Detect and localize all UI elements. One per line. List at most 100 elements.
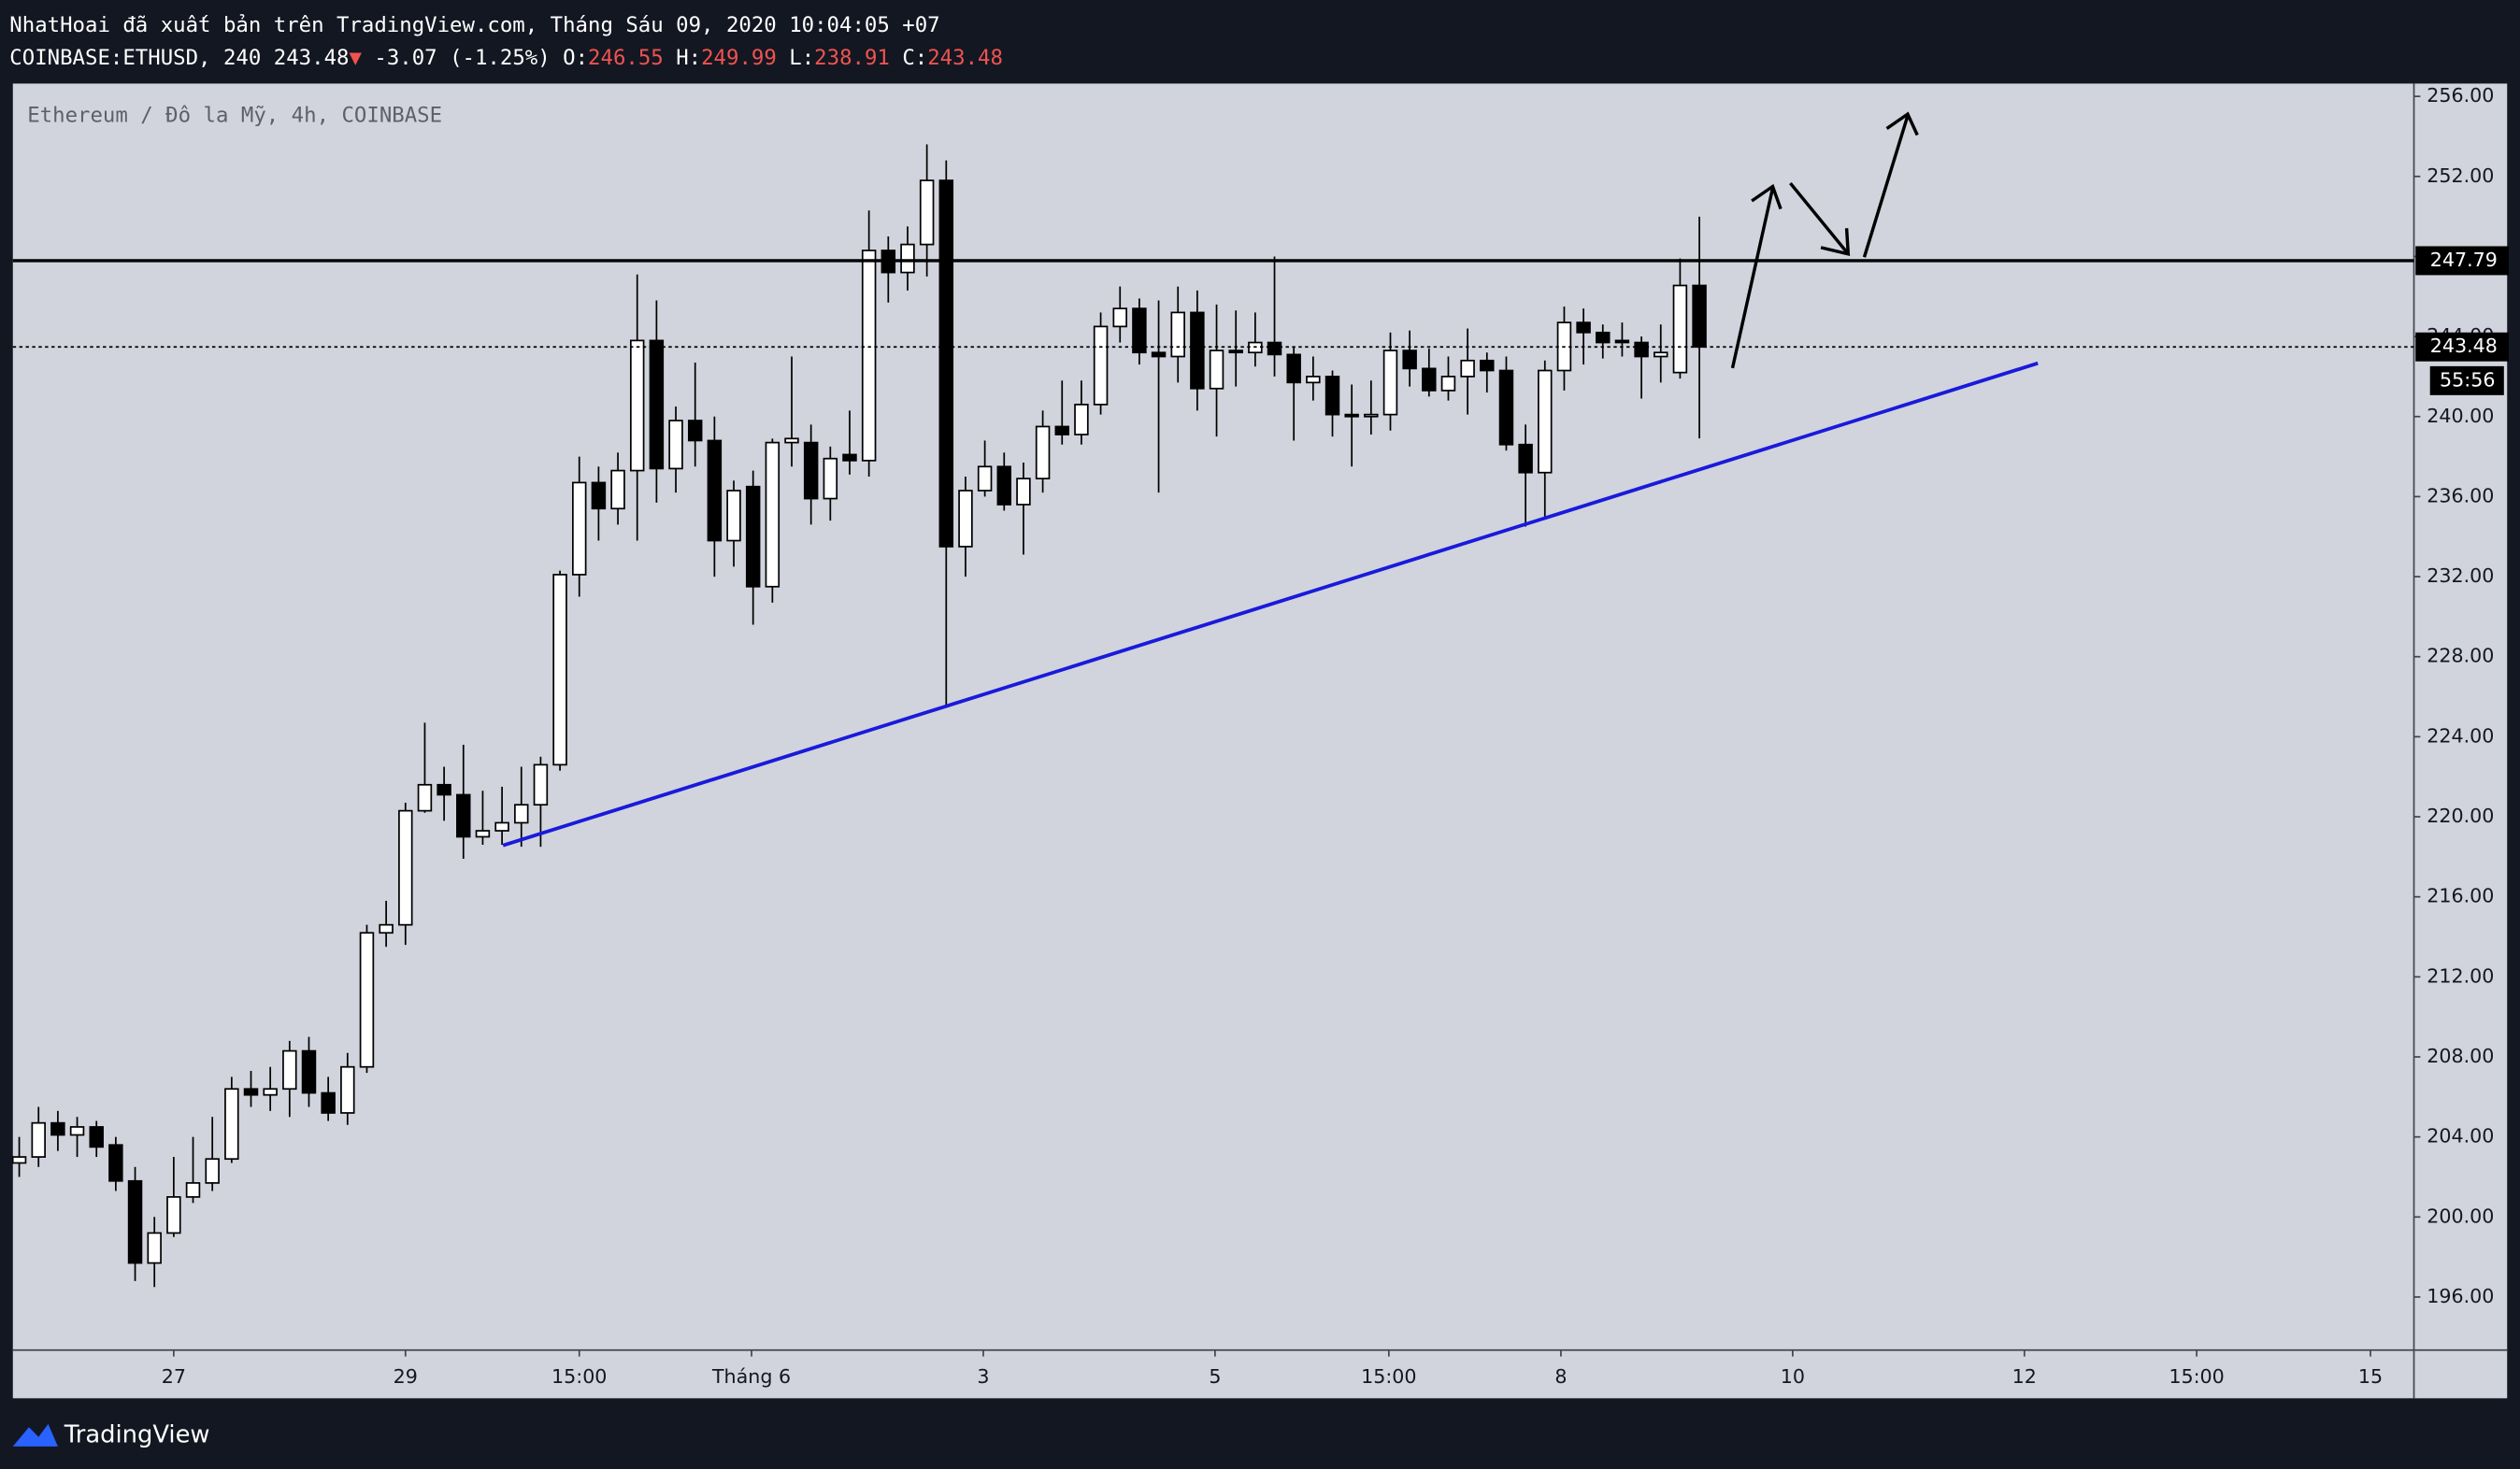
candle-body <box>514 804 529 824</box>
candle-body <box>69 1126 85 1136</box>
candle-body <box>1672 284 1688 374</box>
candle-body <box>1498 369 1514 446</box>
candle-body <box>147 1232 162 1264</box>
candle-body <box>398 809 413 926</box>
logo-mark <box>12 1423 58 1447</box>
x-tick-label: 15:00 <box>2169 1365 2224 1388</box>
candle-body <box>1170 311 1185 358</box>
candle-body <box>263 1088 278 1096</box>
candle-body <box>1190 311 1205 390</box>
brand: TradingView <box>64 1420 210 1448</box>
y-tick-label: 208.00 <box>2427 1045 2494 1067</box>
candle-body <box>823 457 838 500</box>
chart-area <box>12 83 2508 1399</box>
price-label: 243.48 <box>2430 335 2498 357</box>
x-tick-label: 29 <box>394 1365 418 1388</box>
candle-body <box>591 481 607 510</box>
y-tick-label: 256.00 <box>2427 84 2494 107</box>
publisher-line: NhatHoai đã xuất bản trên TradingView.co… <box>9 12 939 37</box>
x-tick-label: 27 <box>162 1365 186 1388</box>
y-tick-label: 236.00 <box>2427 484 2494 506</box>
candle-body <box>977 465 993 492</box>
candle-body <box>494 821 509 832</box>
candle-body <box>629 339 645 472</box>
x-tick-label: 15:00 <box>551 1365 607 1388</box>
candle-body <box>475 830 491 838</box>
candle-body <box>668 420 683 470</box>
arrow <box>1730 183 1783 369</box>
candle-body <box>185 1182 201 1198</box>
candle-body <box>1112 307 1127 328</box>
candle-body <box>996 465 1012 506</box>
candle-body <box>707 439 723 542</box>
candle-body <box>50 1121 65 1136</box>
candle-body <box>1382 349 1398 416</box>
price-label-box <box>2415 332 2509 362</box>
candle-body <box>649 339 665 470</box>
close: 243.48 <box>927 45 1003 69</box>
plot: 196.00 200.00 204.00 208.00 212.00 216.00 220.… <box>11 84 2509 1388</box>
candle-body <box>1596 331 1611 344</box>
x-tick-label: 3 <box>977 1365 989 1388</box>
x-tick-label: 8 <box>1554 1365 1567 1388</box>
candle-body <box>726 490 741 542</box>
y-tick-label: 228.00 <box>2427 645 2494 667</box>
y-tick-label: 216.00 <box>2427 885 2494 907</box>
candle-body <box>861 250 877 462</box>
candle-body <box>1074 404 1089 435</box>
x-tick-label: 12 <box>2012 1365 2037 1388</box>
candle-body <box>127 1179 143 1264</box>
candle-body <box>1480 359 1495 372</box>
candle-body <box>224 1088 239 1161</box>
candle-body <box>745 485 761 588</box>
candle-body <box>243 1088 259 1096</box>
trendline <box>502 361 2039 848</box>
y-tick-label: 224.00 <box>2427 724 2494 747</box>
candle-body <box>456 793 471 838</box>
candle-body <box>166 1196 181 1234</box>
price-label: 247.79 <box>2430 249 2498 271</box>
candle-body <box>1402 349 1417 370</box>
x-tick-label: 15 <box>2358 1365 2383 1388</box>
chart-title: Ethereum / Đô la Mỹ, 4h, COINBASE <box>27 103 442 127</box>
candle-body <box>205 1158 220 1184</box>
candle-body <box>89 1126 104 1148</box>
candle-body <box>1324 376 1340 416</box>
candle-body <box>1422 367 1437 392</box>
candle-body <box>1364 413 1379 418</box>
candle-body <box>610 469 625 510</box>
low: 238.91 <box>814 45 890 69</box>
open-label: O: <box>563 45 588 69</box>
symbol-line: COINBASE:ETHUSD, 240 243.48▼ -3.07 (-1.2… <box>9 45 1003 69</box>
y-tick-label: 240.00 <box>2427 405 2494 427</box>
candle-body <box>919 179 935 246</box>
candle-body <box>1035 425 1051 480</box>
candle-body <box>1228 349 1243 354</box>
candle-body <box>1538 369 1553 474</box>
arrow <box>1789 181 1851 256</box>
footer-logo: TradingView <box>12 1420 210 1448</box>
candle-body <box>1576 321 1591 334</box>
candle-body <box>1054 425 1069 435</box>
candle-body <box>437 783 451 796</box>
x-tick-label: 5 <box>1209 1365 1221 1388</box>
candle-body <box>417 783 433 812</box>
candle-body <box>31 1121 46 1158</box>
candle-body <box>533 763 549 806</box>
candle-body <box>301 1049 317 1094</box>
change: -3.07 (-1.25%) <box>374 45 550 69</box>
x-tick-label: 10 <box>1781 1365 1805 1388</box>
y-tick-label: 200.00 <box>2427 1205 2494 1227</box>
candle-body <box>1460 359 1475 378</box>
candle-body <box>1151 351 1167 358</box>
candle-body <box>108 1144 123 1182</box>
candle-body <box>1306 376 1321 384</box>
y-tick-label: 232.00 <box>2427 564 2494 587</box>
candle-body <box>958 490 973 548</box>
y-tick-label: 212.00 <box>2427 964 2494 987</box>
candle-body <box>784 437 799 444</box>
symbol: COINBASE:ETHUSD, 240 <box>9 45 261 69</box>
countdown: 55:56 <box>2440 368 2495 391</box>
candle-body <box>1518 443 1533 474</box>
